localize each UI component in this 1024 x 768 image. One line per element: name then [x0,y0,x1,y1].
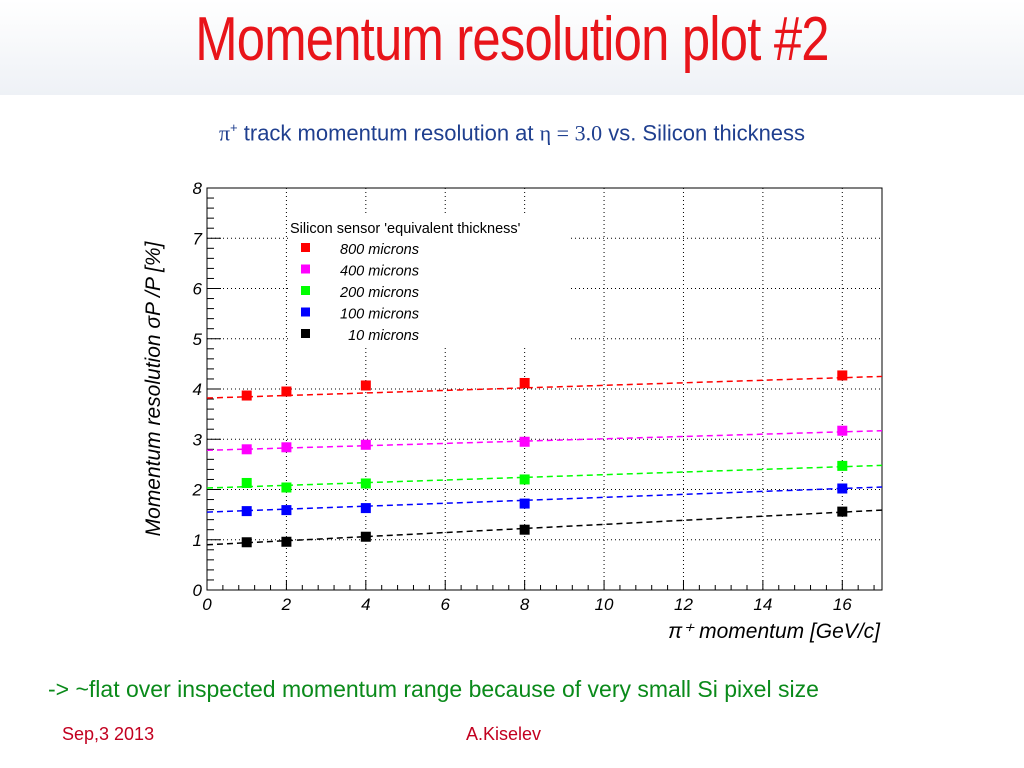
footer-date: Sep,3 2013 [62,724,155,744]
y-tick-label: 5 [193,330,203,349]
y-tick-label: 3 [193,430,203,449]
data-point [519,498,530,509]
data-point [519,377,530,388]
title-band [0,0,1024,95]
legend-box [288,216,568,347]
data-point [360,439,371,450]
y-tick-label: 8 [193,179,203,198]
data-point [241,477,252,488]
data-point [281,505,292,516]
y-tick-label: 7 [193,229,203,248]
data-point [241,444,252,455]
legend-marker [301,307,310,317]
y-tick-label: 1 [193,531,202,550]
legend-label: 10 microns [348,328,419,344]
y-tick-label: 0 [193,581,203,600]
x-tick-label: 14 [753,595,772,614]
x-tick-label: 2 [281,595,292,614]
subtitle-text-b: vs. Silicon thickness [602,120,806,146]
legend-marker [301,286,310,295]
fit-line [206,464,883,489]
slide-title: Momentum resolution plot #2 [195,5,829,74]
data-point [241,537,252,548]
data-point [360,503,371,514]
x-tick-label: 6 [441,595,451,614]
legend-label: 100 microns [340,307,419,323]
y-axis-label: Momentum resolution σP /P [%] [142,240,165,536]
data-point [281,386,292,397]
data-point [360,478,371,489]
data-point [241,506,252,517]
data-point [281,442,292,453]
legend-marker [301,329,310,338]
data-point [281,482,292,493]
data-point [837,425,848,436]
x-tick-label: 12 [674,595,693,614]
legend-label: 200 microns [339,285,419,301]
data-point [837,506,848,517]
fit-line [206,429,883,452]
y-tick-label: 6 [193,280,203,299]
fit-line [206,375,883,399]
x-tick-label: 4 [361,595,370,614]
data-point [837,370,848,381]
x-axis-label: π⁺ momentum [GeV/c] [668,620,881,643]
plot-subtitle: π+ track momentum resolution at η = 3.0 … [0,120,1024,146]
data-point [241,390,252,401]
footer-author: A.Kiselev [466,724,542,744]
conclusion-text: -> ~flat over inspected momentum range b… [48,676,819,702]
legend-marker [301,264,310,274]
data-point [837,483,848,494]
pi-charge: + [230,120,238,135]
legend-label: 800 microns [340,242,419,258]
data-point [519,474,530,485]
fit-line [206,486,883,513]
x-tick-label: 0 [202,595,212,614]
x-tick-label: 10 [595,595,614,614]
y-tick-label: 2 [192,481,203,500]
pi-symbol: π [218,120,231,146]
data-point [360,531,371,542]
data-point [519,436,530,447]
legend-title: Silicon sensor 'equivalent thickness' [290,221,521,237]
data-point [360,380,371,391]
data-point [837,460,848,471]
legend-label: 400 microns [340,264,419,280]
subtitle-text-a: track momentum resolution at [237,120,540,146]
legend-marker [301,243,310,252]
x-tick-label: 16 [833,595,852,614]
y-tick-label: 4 [193,380,202,399]
eta-value: η = 3.0 [539,120,603,146]
x-tick-label: 8 [520,595,530,614]
fit-line [206,509,883,546]
data-point [281,536,292,547]
data-point [519,524,530,535]
